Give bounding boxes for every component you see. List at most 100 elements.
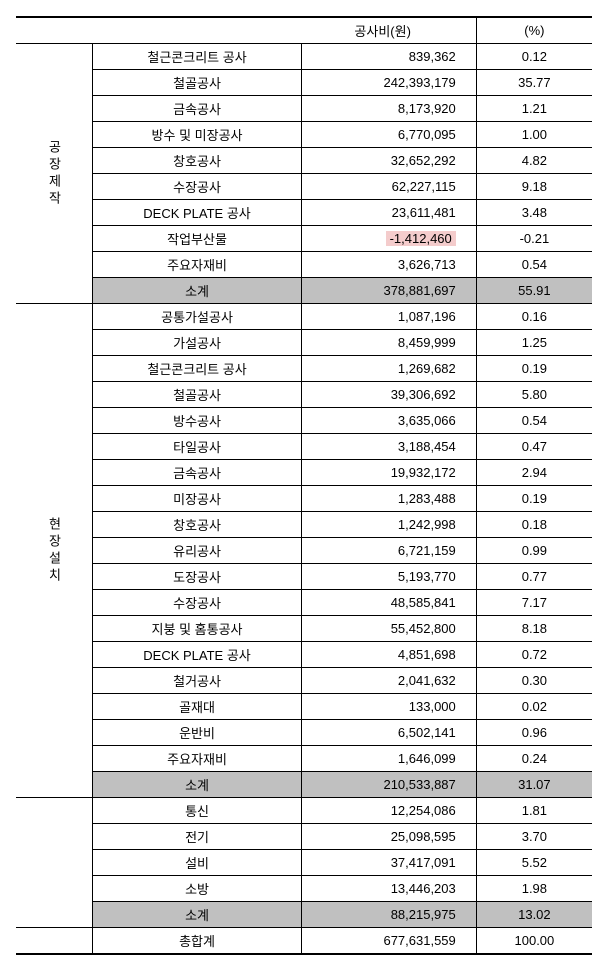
row-pct: 0.77 <box>476 564 592 590</box>
row-name: 창호공사 <box>93 148 302 174</box>
subtotal-pct: 55.91 <box>476 278 592 304</box>
row-cost: 1,242,998 <box>302 512 477 538</box>
header-blank <box>16 17 302 44</box>
category-label: 현장설치 <box>16 304 93 798</box>
table-row: 소방13,446,2031.98 <box>16 876 592 902</box>
table-row: 수장공사62,227,1159.18 <box>16 174 592 200</box>
table-row: 전기25,098,5953.70 <box>16 824 592 850</box>
subtotal-row: 소계210,533,88731.07 <box>16 772 592 798</box>
row-cost: 839,362 <box>302 44 477 70</box>
row-pct: 1.25 <box>476 330 592 356</box>
row-name: 통신 <box>93 798 302 824</box>
row-pct: 0.19 <box>476 356 592 382</box>
row-pct: 2.94 <box>476 460 592 486</box>
row-pct: 0.96 <box>476 720 592 746</box>
row-name: 창호공사 <box>93 512 302 538</box>
row-cost: 3,635,066 <box>302 408 477 434</box>
table-row: 유리공사6,721,1590.99 <box>16 538 592 564</box>
row-pct: 3.48 <box>476 200 592 226</box>
row-cost: 6,770,095 <box>302 122 477 148</box>
row-cost: 3,188,454 <box>302 434 477 460</box>
subtotal-row: 소계88,215,97513.02 <box>16 902 592 928</box>
subtotal-cost: 88,215,975 <box>302 902 477 928</box>
row-cost: 2,041,632 <box>302 668 477 694</box>
row-pct: 3.70 <box>476 824 592 850</box>
row-name: 철근콘크리트 공사 <box>93 44 302 70</box>
row-pct: 1.00 <box>476 122 592 148</box>
row-name: 작업부산물 <box>93 226 302 252</box>
grand-cost: 677,631,559 <box>302 928 477 955</box>
table-row: 철거공사2,041,6320.30 <box>16 668 592 694</box>
row-pct: 0.54 <box>476 252 592 278</box>
row-cost: 32,652,292 <box>302 148 477 174</box>
row-cost: 1,087,196 <box>302 304 477 330</box>
negative-highlight: -1,412,460 <box>386 231 456 246</box>
subtotal-name: 소계 <box>93 902 302 928</box>
row-name: 유리공사 <box>93 538 302 564</box>
table-row: 철골공사39,306,6925.80 <box>16 382 592 408</box>
table-row: 설비37,417,0915.52 <box>16 850 592 876</box>
row-name: 금속공사 <box>93 460 302 486</box>
row-pct: 0.12 <box>476 44 592 70</box>
row-name: 철거공사 <box>93 668 302 694</box>
table-row: 골재대133,0000.02 <box>16 694 592 720</box>
row-pct: 0.30 <box>476 668 592 694</box>
row-pct: 0.99 <box>476 538 592 564</box>
row-name: 금속공사 <box>93 96 302 122</box>
row-cost: 23,611,481 <box>302 200 477 226</box>
row-pct: 4.82 <box>476 148 592 174</box>
row-cost: 8,173,920 <box>302 96 477 122</box>
row-name: 타일공사 <box>93 434 302 460</box>
subtotal-row: 소계378,881,69755.91 <box>16 278 592 304</box>
row-pct: -0.21 <box>476 226 592 252</box>
row-name: 철골공사 <box>93 70 302 96</box>
header-row: 공사비(원) (%) <box>16 17 592 44</box>
row-cost: 39,306,692 <box>302 382 477 408</box>
row-name: 주요자재비 <box>93 252 302 278</box>
table-row: 창호공사32,652,2924.82 <box>16 148 592 174</box>
row-name: 주요자재비 <box>93 746 302 772</box>
row-cost: 1,283,488 <box>302 486 477 512</box>
row-name: 설비 <box>93 850 302 876</box>
row-pct: 1.98 <box>476 876 592 902</box>
row-name: 공통가설공사 <box>93 304 302 330</box>
row-pct: 0.18 <box>476 512 592 538</box>
row-cost: 1,646,099 <box>302 746 477 772</box>
subtotal-pct: 31.07 <box>476 772 592 798</box>
category-empty <box>16 798 93 928</box>
row-name: 지붕 및 홈통공사 <box>93 616 302 642</box>
row-cost: 4,851,698 <box>302 642 477 668</box>
row-name: DECK PLATE 공사 <box>93 200 302 226</box>
row-pct: 0.24 <box>476 746 592 772</box>
subtotal-cost: 210,533,887 <box>302 772 477 798</box>
row-name: 전기 <box>93 824 302 850</box>
table-row: 창호공사1,242,9980.18 <box>16 512 592 538</box>
row-cost: 8,459,999 <box>302 330 477 356</box>
table-row: 현장설치공통가설공사1,087,1960.16 <box>16 304 592 330</box>
row-pct: 5.80 <box>476 382 592 408</box>
row-name: 골재대 <box>93 694 302 720</box>
row-cost: 62,227,115 <box>302 174 477 200</box>
subtotal-name: 소계 <box>93 278 302 304</box>
row-name: 운반비 <box>93 720 302 746</box>
table-row: 가설공사8,459,9991.25 <box>16 330 592 356</box>
row-name: 철근콘크리트 공사 <box>93 356 302 382</box>
table-row: 금속공사8,173,9201.21 <box>16 96 592 122</box>
table-row: 방수공사3,635,0660.54 <box>16 408 592 434</box>
row-pct: 1.21 <box>476 96 592 122</box>
table-row: 운반비6,502,1410.96 <box>16 720 592 746</box>
table-row: 철골공사242,393,17935.77 <box>16 70 592 96</box>
row-cost: 242,393,179 <box>302 70 477 96</box>
row-pct: 0.02 <box>476 694 592 720</box>
row-cost: 19,932,172 <box>302 460 477 486</box>
row-cost: 37,417,091 <box>302 850 477 876</box>
row-cost: 13,446,203 <box>302 876 477 902</box>
cost-table: 공사비(원) (%) 공장제작철근콘크리트 공사839,3620.12철골공사2… <box>16 16 592 955</box>
row-name: 방수 및 미장공사 <box>93 122 302 148</box>
row-pct: 0.72 <box>476 642 592 668</box>
row-name: 수장공사 <box>93 590 302 616</box>
row-cost: 133,000 <box>302 694 477 720</box>
category-label: 공장제작 <box>16 44 93 304</box>
table-row: 공장제작철근콘크리트 공사839,3620.12 <box>16 44 592 70</box>
header-pct: (%) <box>476 17 592 44</box>
